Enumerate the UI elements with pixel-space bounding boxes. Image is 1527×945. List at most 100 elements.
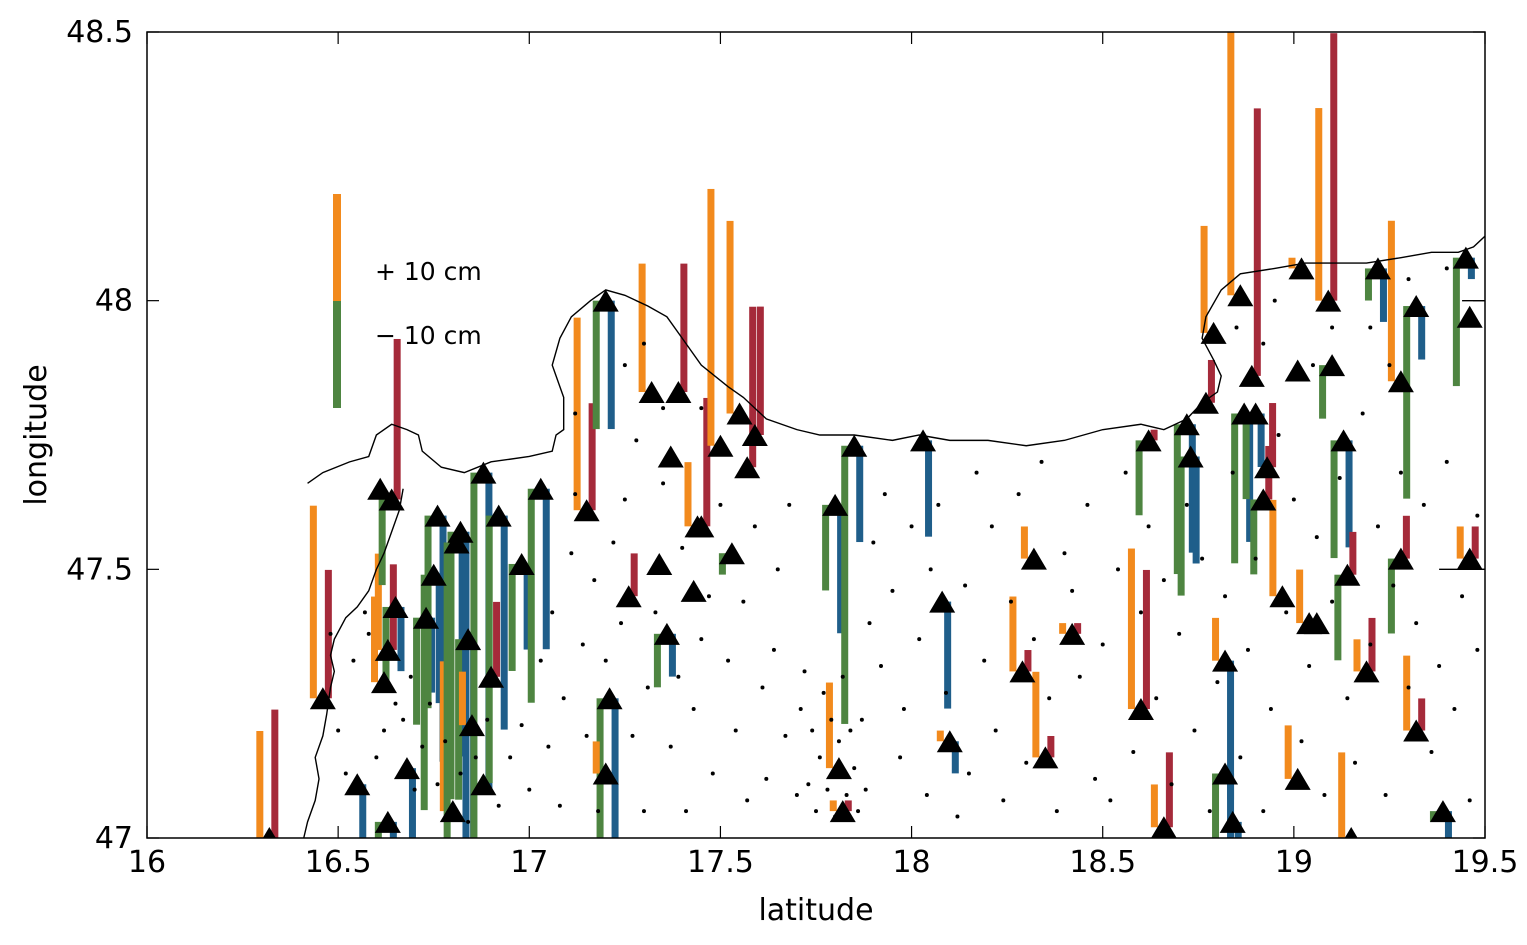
station-dot (726, 658, 731, 663)
bar-orange-72 (1288, 257, 1296, 269)
bar-orange-55 (1150, 784, 1158, 828)
bar-green-14 (443, 542, 451, 838)
station-dot (401, 717, 406, 722)
station-dot (1387, 363, 1392, 368)
x-tick-label: 16 (128, 845, 166, 880)
station-dot (1223, 594, 1228, 599)
station-dot (1008, 599, 1013, 604)
station-triangle (1151, 816, 1177, 838)
station-dot (1406, 277, 1411, 282)
bar-blue-31 (668, 633, 676, 677)
station-dot (890, 588, 895, 593)
station-dot (718, 502, 723, 507)
bar-orange-5 (374, 553, 382, 650)
station-dot (1207, 809, 1212, 814)
x-tick-label: 18 (892, 845, 930, 880)
station-dot (802, 669, 807, 674)
station-dot (366, 631, 371, 636)
station-triangle (825, 757, 852, 780)
x-tick-label: 17.5 (687, 845, 754, 880)
station-triangle (592, 289, 619, 312)
bar-green-54 (1135, 440, 1143, 516)
station-dot (817, 755, 822, 760)
bar-green-45 (841, 445, 849, 724)
station-dot (634, 438, 639, 443)
station-dot (1146, 524, 1151, 529)
station-dot (645, 685, 650, 690)
station-triangle (1212, 649, 1239, 672)
station-dot (1200, 556, 1205, 561)
station-dot (630, 733, 635, 738)
station-dot (1215, 680, 1220, 685)
station-dot (1310, 363, 1315, 368)
station-dot (374, 755, 379, 760)
station-triangle (470, 461, 497, 484)
station-dot (1307, 664, 1312, 669)
station-triangle (1452, 246, 1479, 269)
station-dot (1123, 470, 1128, 475)
bar-red-84 (1418, 698, 1426, 731)
y-tick-label: 48 (95, 284, 133, 319)
station-dot (794, 793, 799, 798)
station-dot (1337, 475, 1342, 480)
station-dot (1368, 642, 1373, 647)
station-triangle (1284, 359, 1311, 382)
bar-red-55 (1165, 752, 1173, 828)
bar-green-76 (1319, 365, 1327, 419)
station-dot (745, 798, 750, 803)
bar-orange-24 (573, 317, 581, 511)
station-dot (1314, 535, 1319, 540)
station-dot (814, 809, 818, 814)
border-line-4 (303, 488, 404, 838)
station-triangle (1127, 698, 1154, 721)
bar-blue-7 (397, 606, 405, 672)
ticks-layer: 16 16.5 17 17.5 18 18.5 19 19.5 47 47.5 48 48.5 (66, 15, 1518, 880)
station-triangle (378, 488, 405, 511)
station-dot (1437, 664, 1442, 669)
legend-bar-positive (333, 194, 341, 301)
bar-blue-25 (607, 300, 615, 430)
bar-green-56 (1173, 424, 1181, 575)
legend-label-negative: − 10 cm (375, 321, 482, 350)
station-triangle (646, 552, 673, 575)
station-triangle (1135, 429, 1162, 452)
bar-orange-75 (1315, 108, 1323, 301)
station-dot (1031, 637, 1036, 642)
bar-blue-48 (951, 741, 959, 774)
station-dot (871, 540, 876, 545)
bar-red-41 (756, 306, 764, 435)
station-dot (1330, 599, 1335, 604)
station-dot (1077, 674, 1082, 679)
station-triangle (615, 585, 642, 608)
station-triangle (1250, 488, 1277, 511)
bar-red-52 (1047, 736, 1055, 758)
station-dot (844, 793, 849, 798)
station-dot (343, 771, 348, 776)
station-dot (1070, 588, 1075, 593)
station-triangle (371, 671, 398, 694)
station-dot (328, 631, 333, 636)
station-triangle (822, 493, 849, 516)
station-dot (622, 363, 627, 368)
bar-orange-79 (1338, 752, 1346, 838)
x-tick-label: 16.5 (305, 845, 372, 880)
station-triangle (829, 800, 856, 823)
station-triangle (1403, 295, 1430, 318)
station-dot (733, 728, 738, 733)
station-triangle (393, 757, 420, 780)
station-dot (859, 717, 864, 722)
station-triangle (665, 381, 692, 404)
bar-blue-23 (542, 488, 550, 650)
station-triangle (929, 590, 956, 613)
station-dot (393, 701, 398, 706)
station-dot (519, 723, 524, 728)
station-triangle (680, 579, 707, 602)
station-dot (1475, 647, 1480, 652)
station-dot (538, 658, 543, 663)
station-dot (901, 707, 906, 712)
bar-orange-13 (439, 661, 447, 812)
y-tick-label: 47.5 (66, 552, 133, 587)
station-triangle (1387, 370, 1414, 393)
station-triangle (455, 628, 482, 651)
bar-red-53 (1142, 569, 1150, 710)
